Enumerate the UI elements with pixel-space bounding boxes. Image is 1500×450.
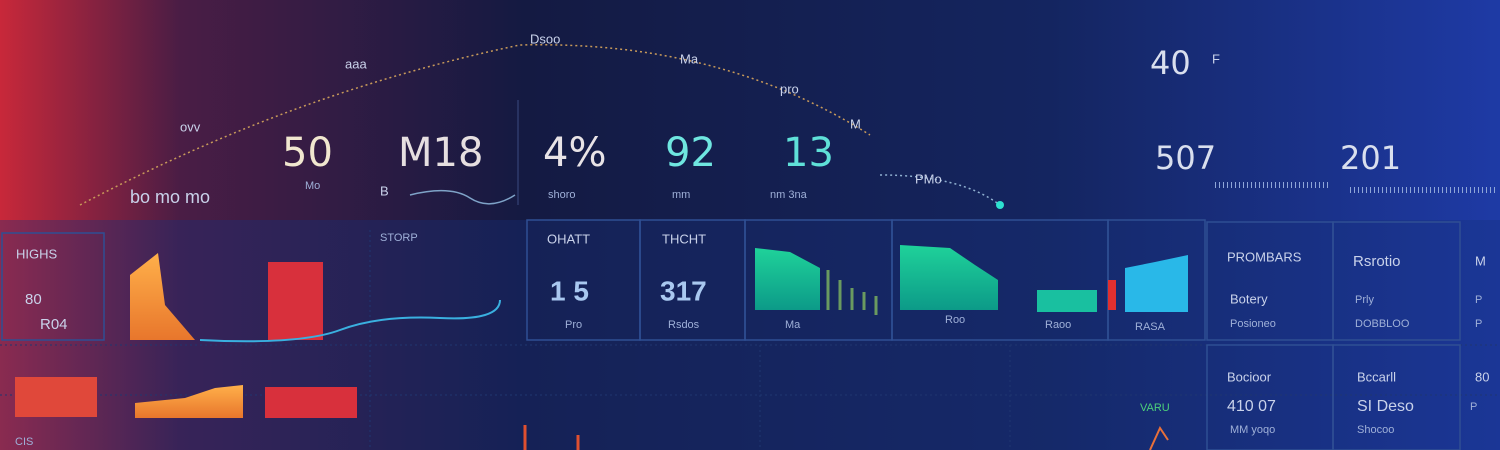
panel-title: STORP bbox=[380, 232, 418, 244]
side-text: P bbox=[1475, 294, 1482, 306]
line bbox=[199, 299, 501, 343]
arc-label: Ma bbox=[680, 51, 699, 66]
panel-value: 1 5 bbox=[550, 275, 589, 306]
side-text: SI Deso bbox=[1357, 398, 1414, 415]
label: B bbox=[380, 183, 389, 198]
panel bbox=[1332, 344, 1461, 450]
panel bbox=[1332, 221, 1461, 341]
label: bo mo mo bbox=[130, 187, 210, 207]
lower-band bbox=[0, 220, 1500, 450]
side-text: 410 07 bbox=[1227, 398, 1276, 415]
footer-text: CIS bbox=[15, 436, 33, 448]
panel-caption: Rsdos bbox=[668, 319, 700, 331]
metric-value: 13 bbox=[783, 130, 834, 176]
area bbox=[900, 245, 998, 310]
arc-label: pro bbox=[780, 81, 799, 96]
bars bbox=[826, 270, 878, 315]
metric-value: 50 bbox=[282, 130, 333, 176]
area bbox=[135, 385, 243, 418]
chart-caption: Ma bbox=[785, 319, 801, 331]
side-text: Rsrotio bbox=[1353, 253, 1401, 270]
arc-label: ovv bbox=[180, 119, 201, 134]
chart-caption: Raoo bbox=[1045, 319, 1071, 331]
side-text: Botery bbox=[1230, 291, 1268, 306]
label: mm bbox=[672, 189, 690, 201]
arc-label: Dsoo bbox=[530, 31, 560, 46]
panel-title: THCHT bbox=[662, 231, 706, 246]
bar-block bbox=[1037, 290, 1097, 312]
bar-block bbox=[265, 387, 357, 418]
bar-block bbox=[15, 377, 97, 417]
side-text: 80 bbox=[1475, 369, 1489, 384]
metric-value: 92 bbox=[665, 130, 716, 176]
area bbox=[755, 248, 820, 310]
panel-caption: Pro bbox=[565, 319, 582, 331]
sparkline bbox=[409, 189, 516, 205]
metric-value: 4% bbox=[543, 130, 606, 176]
side-text: M bbox=[1475, 253, 1486, 268]
side-text: Bocioor bbox=[1227, 369, 1272, 384]
chart-caption: Roo bbox=[945, 314, 965, 326]
side-text: DOBBLOO bbox=[1355, 318, 1410, 330]
footer-text: VARU bbox=[1140, 402, 1170, 414]
metric-value: 40 bbox=[1150, 44, 1191, 82]
bar-block bbox=[268, 262, 323, 340]
area bbox=[130, 253, 195, 340]
spike bbox=[1149, 425, 1169, 450]
side-text: MM yoqo bbox=[1230, 424, 1275, 436]
panel-title: HIGHS bbox=[16, 246, 58, 261]
panel-text: R04 bbox=[40, 316, 68, 333]
side-text: Shocoo bbox=[1357, 424, 1394, 436]
arc bbox=[879, 174, 1001, 206]
side-text: Bccarll bbox=[1357, 369, 1396, 384]
side-text: P bbox=[1475, 318, 1482, 330]
metric-value: 201 bbox=[1340, 139, 1401, 177]
panel-title: OHATT bbox=[547, 231, 590, 246]
side-text: PROMBARS bbox=[1227, 249, 1302, 264]
panel bbox=[1, 232, 105, 341]
panel-text: 80 bbox=[25, 291, 42, 308]
bar-block bbox=[1108, 280, 1116, 310]
area bbox=[1125, 255, 1188, 312]
panel-value: 317 bbox=[660, 275, 707, 306]
dot bbox=[996, 201, 1004, 209]
metric-value: 507 bbox=[1155, 139, 1216, 177]
arc-label: aaa bbox=[345, 56, 367, 71]
metric-unit: F bbox=[1212, 51, 1220, 66]
metric-label: Mo bbox=[305, 180, 320, 192]
side-text: Posioneo bbox=[1230, 318, 1276, 330]
label: PMo bbox=[915, 171, 942, 186]
side-text: P bbox=[1470, 401, 1477, 413]
label: shoro bbox=[548, 189, 576, 201]
metric-value: M18 bbox=[398, 130, 483, 176]
side-text: Prly bbox=[1355, 294, 1374, 306]
arc-label: M bbox=[850, 116, 861, 131]
chart-caption: RASA bbox=[1135, 321, 1166, 333]
label: nm 3na bbox=[770, 189, 808, 201]
